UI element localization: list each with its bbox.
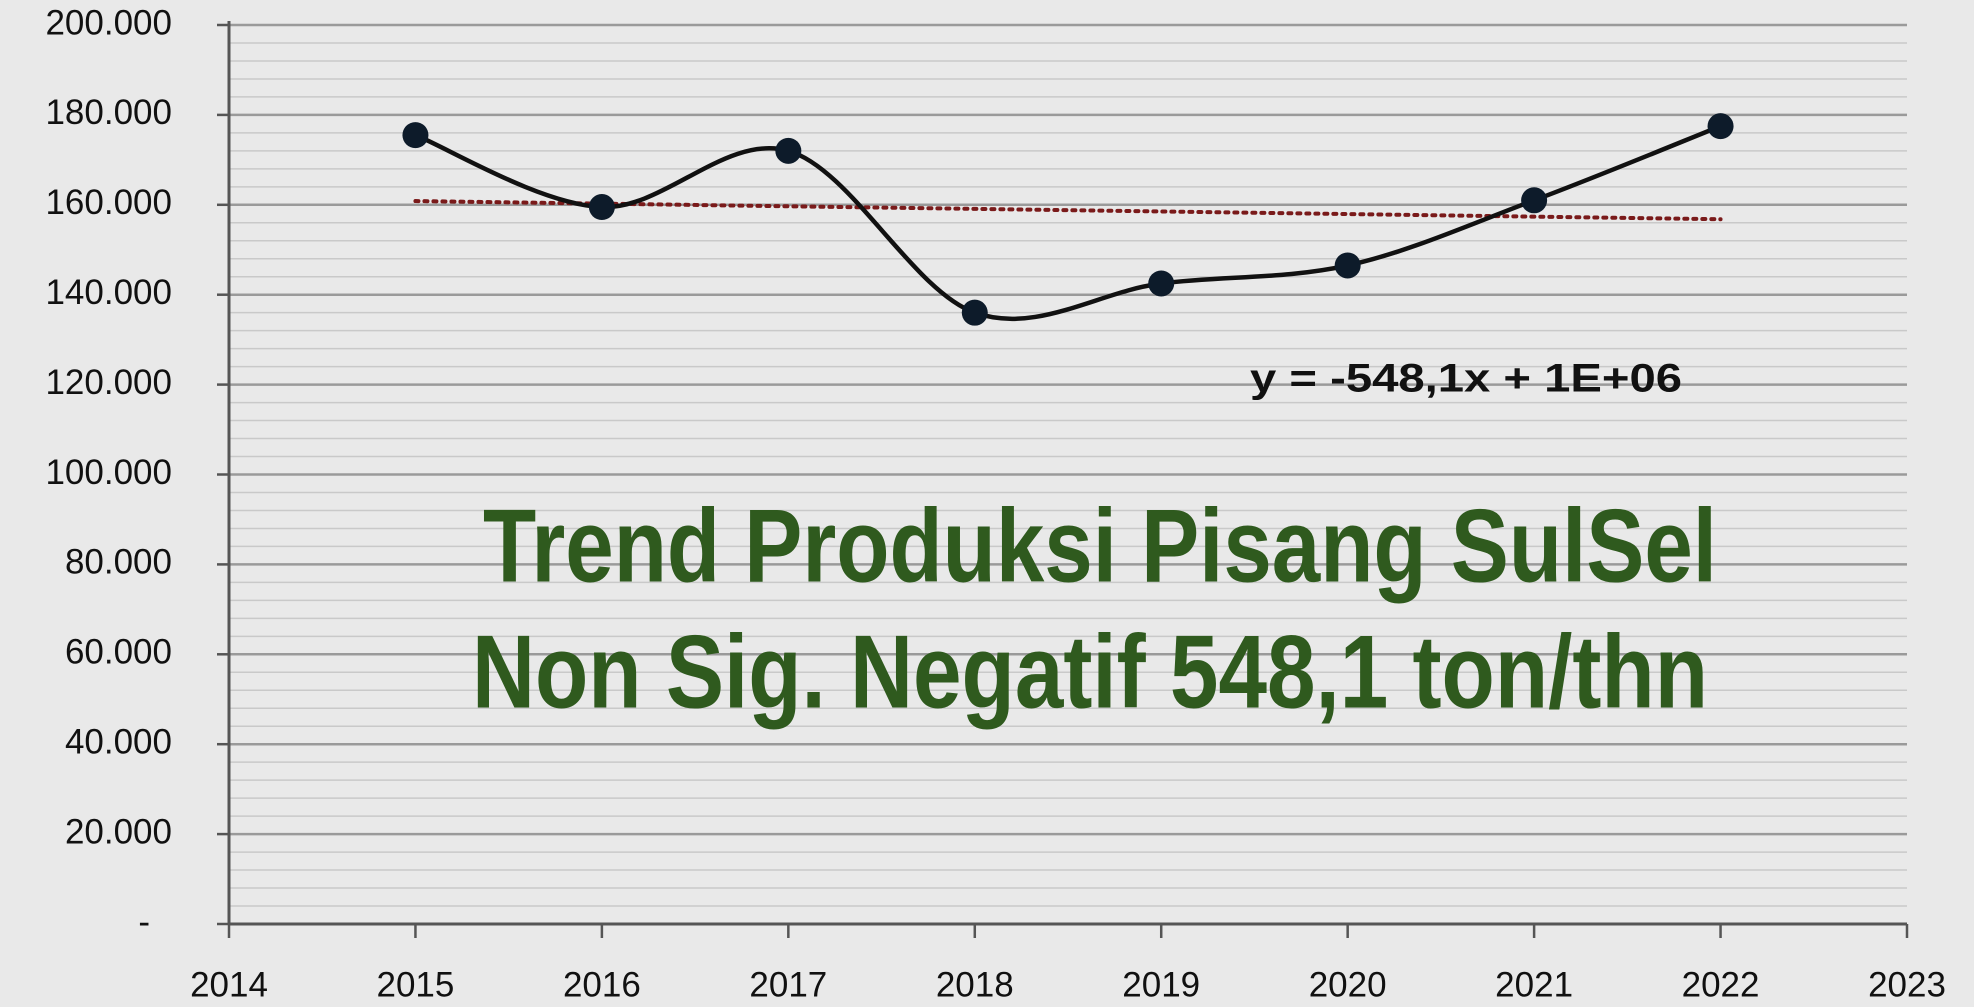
marker [1521, 187, 1548, 214]
y-tick-label: 60.000 [65, 633, 172, 672]
title-line: Non Sig. Negatif 548,1 ton/thn [472, 614, 1708, 730]
y-tick-label: 40.000 [65, 722, 172, 761]
marker [1334, 252, 1361, 279]
marker [961, 299, 988, 326]
y-tick-label: 120.000 [45, 363, 172, 402]
y-tick-label: 20.000 [65, 812, 172, 851]
x-tick-label: 2022 [1682, 965, 1760, 1004]
y-tick-label: 140.000 [45, 273, 172, 312]
y-tick-label: 160.000 [45, 183, 172, 222]
series-line [414, 124, 1722, 322]
x-tick-label: 2014 [190, 965, 268, 1004]
x-tick-label: 2018 [936, 965, 1014, 1004]
x-tick-label: 2016 [563, 965, 641, 1004]
x-tick-label: 2023 [1868, 965, 1946, 1004]
equation: y = -548,1x + 1E+06 [1250, 357, 1682, 401]
title-line: Trend Produksi Pisang SulSel [483, 488, 1717, 604]
marker [1707, 113, 1734, 140]
grid [229, 23, 1907, 907]
marker [1148, 270, 1175, 297]
x-tick-label: 2021 [1495, 965, 1573, 1004]
y-tick-label: 200.000 [45, 3, 172, 42]
x-tick-label: 2015 [377, 965, 455, 1004]
y-tick-label: 100.000 [45, 453, 172, 492]
y-tick-label: - [138, 902, 150, 941]
marker [775, 137, 802, 164]
x-tick-label: 2017 [749, 965, 827, 1004]
x-tick-label: 2019 [1122, 965, 1200, 1004]
marker [402, 122, 429, 149]
marker [588, 194, 615, 221]
y-tick-label: 180.000 [45, 93, 172, 132]
x-tick-label: 2020 [1309, 965, 1387, 1004]
y-tick-label: 80.000 [65, 543, 172, 582]
